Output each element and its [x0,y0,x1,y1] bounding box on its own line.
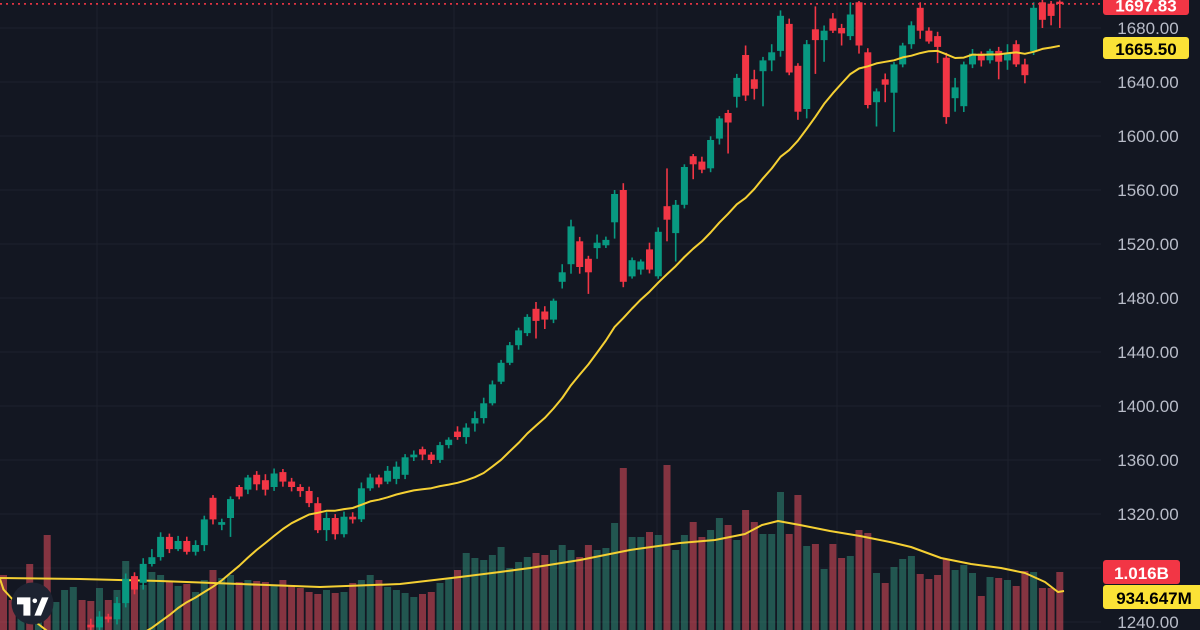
svg-text:934.647M: 934.647M [1116,589,1192,608]
svg-text:1240.00: 1240.00 [1117,613,1178,630]
svg-text:1400.00: 1400.00 [1117,397,1178,416]
svg-text:1440.00: 1440.00 [1117,343,1178,362]
svg-text:1360.00: 1360.00 [1117,451,1178,470]
svg-text:1520.00: 1520.00 [1117,235,1178,254]
svg-text:1680.00: 1680.00 [1117,19,1178,38]
svg-text:1697.83: 1697.83 [1115,0,1176,16]
svg-text:1320.00: 1320.00 [1117,505,1178,524]
svg-text:1600.00: 1600.00 [1117,127,1178,146]
svg-text:1560.00: 1560.00 [1117,181,1178,200]
svg-text:1640.00: 1640.00 [1117,73,1178,92]
svg-text:1.016B: 1.016B [1114,564,1169,583]
svg-text:1665.50: 1665.50 [1115,40,1176,59]
svg-text:1480.00: 1480.00 [1117,289,1178,308]
